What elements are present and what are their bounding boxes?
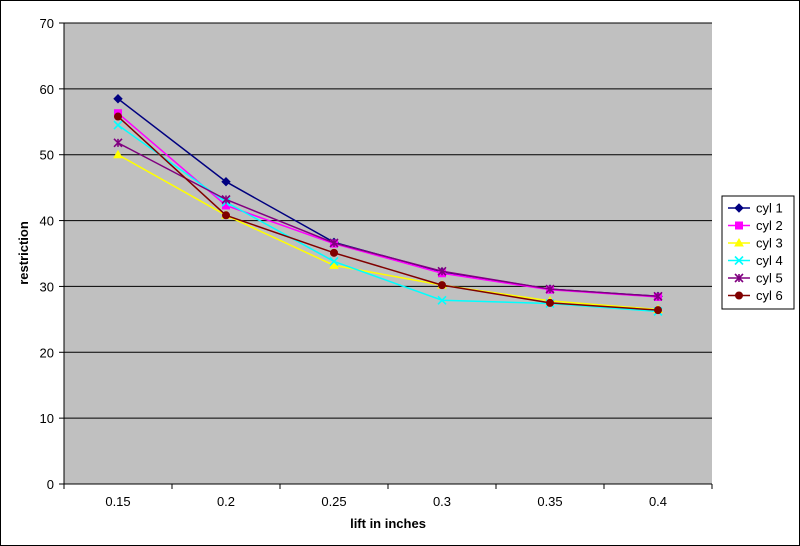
y-axis-title: restriction bbox=[16, 221, 31, 285]
legend-item: cyl 6 bbox=[728, 288, 783, 303]
tick-labels: 0 10 20 30 40 50 60 70 0.15 0.2 0.25 0.3 0.35 0.4 bbox=[40, 16, 668, 509]
axes bbox=[59, 22, 713, 489]
series-lines bbox=[113, 94, 663, 317]
data-point bbox=[114, 112, 122, 121]
series-cyl-5 bbox=[113, 138, 663, 301]
data-point bbox=[329, 256, 339, 266]
data-point bbox=[653, 291, 663, 301]
data-point bbox=[329, 260, 339, 269]
y-tick-label: 60 bbox=[40, 82, 54, 97]
series-line bbox=[117, 115, 659, 311]
series-line bbox=[117, 154, 659, 311]
data-point bbox=[113, 149, 123, 159]
legend-label: cyl 4 bbox=[756, 253, 783, 268]
x-tick-label: 0.4 bbox=[649, 494, 667, 509]
x-tick-label: 0.15 bbox=[105, 494, 130, 509]
y-tick-label: 0 bbox=[47, 477, 54, 492]
y-tick-label: 10 bbox=[40, 411, 54, 426]
x-tick-label: 0.3 bbox=[433, 494, 451, 509]
data-point bbox=[438, 281, 446, 290]
data-point bbox=[222, 211, 230, 220]
data-point bbox=[654, 306, 662, 315]
data-point bbox=[545, 284, 555, 294]
x-tick-label: 0.2 bbox=[217, 494, 235, 509]
legend-box bbox=[721, 195, 795, 310]
data-point bbox=[437, 295, 447, 305]
data-point bbox=[330, 248, 338, 257]
legend-item: cyl 2 bbox=[728, 218, 783, 233]
x-tick-label: 0.25 bbox=[321, 494, 346, 509]
data-point bbox=[734, 273, 744, 283]
plot-area bbox=[64, 23, 712, 484]
data-point bbox=[735, 221, 743, 230]
data-point bbox=[329, 238, 339, 248]
data-point bbox=[113, 138, 123, 148]
data-point bbox=[221, 194, 231, 205]
marker-stroke bbox=[329, 256, 339, 266]
data-point bbox=[734, 255, 744, 266]
y-tick-label: 50 bbox=[40, 148, 54, 163]
data-point bbox=[437, 266, 447, 276]
legend-item: cyl 4 bbox=[728, 253, 783, 268]
data-point bbox=[734, 237, 744, 247]
y-tick-label: 40 bbox=[40, 214, 54, 229]
legend-label: cyl 2 bbox=[756, 218, 783, 233]
legend-item: cyl 1 bbox=[728, 201, 783, 216]
data-point bbox=[546, 298, 554, 307]
y-tick-label: 70 bbox=[40, 16, 54, 31]
legend: cyl 1 cyl 2 cyl 3 cyl 4 cyl 5 cyl 6 bbox=[721, 195, 795, 310]
data-point bbox=[113, 94, 123, 104]
data-point bbox=[734, 203, 744, 213]
series-line bbox=[117, 142, 659, 298]
series-cyl-6 bbox=[114, 112, 662, 315]
data-point bbox=[113, 120, 123, 130]
y-tick-label: 20 bbox=[40, 345, 54, 360]
legend-item: cyl 5 bbox=[728, 271, 783, 286]
data-point bbox=[221, 177, 231, 187]
data-point bbox=[735, 291, 743, 300]
legend-label: cyl 5 bbox=[756, 271, 783, 286]
gridlines bbox=[64, 22, 712, 419]
y-tick-label: 30 bbox=[40, 279, 54, 294]
legend-label: cyl 3 bbox=[756, 236, 783, 251]
legend-item: cyl 3 bbox=[728, 236, 783, 251]
x-tick-label: 0.35 bbox=[537, 494, 562, 509]
legend-label: cyl 1 bbox=[756, 201, 783, 216]
marker-stroke bbox=[437, 295, 447, 305]
marker-stroke bbox=[734, 255, 744, 266]
marker-stroke bbox=[113, 120, 123, 130]
legend-label: cyl 6 bbox=[756, 288, 783, 303]
x-axis-title: lift in inches bbox=[350, 516, 426, 531]
